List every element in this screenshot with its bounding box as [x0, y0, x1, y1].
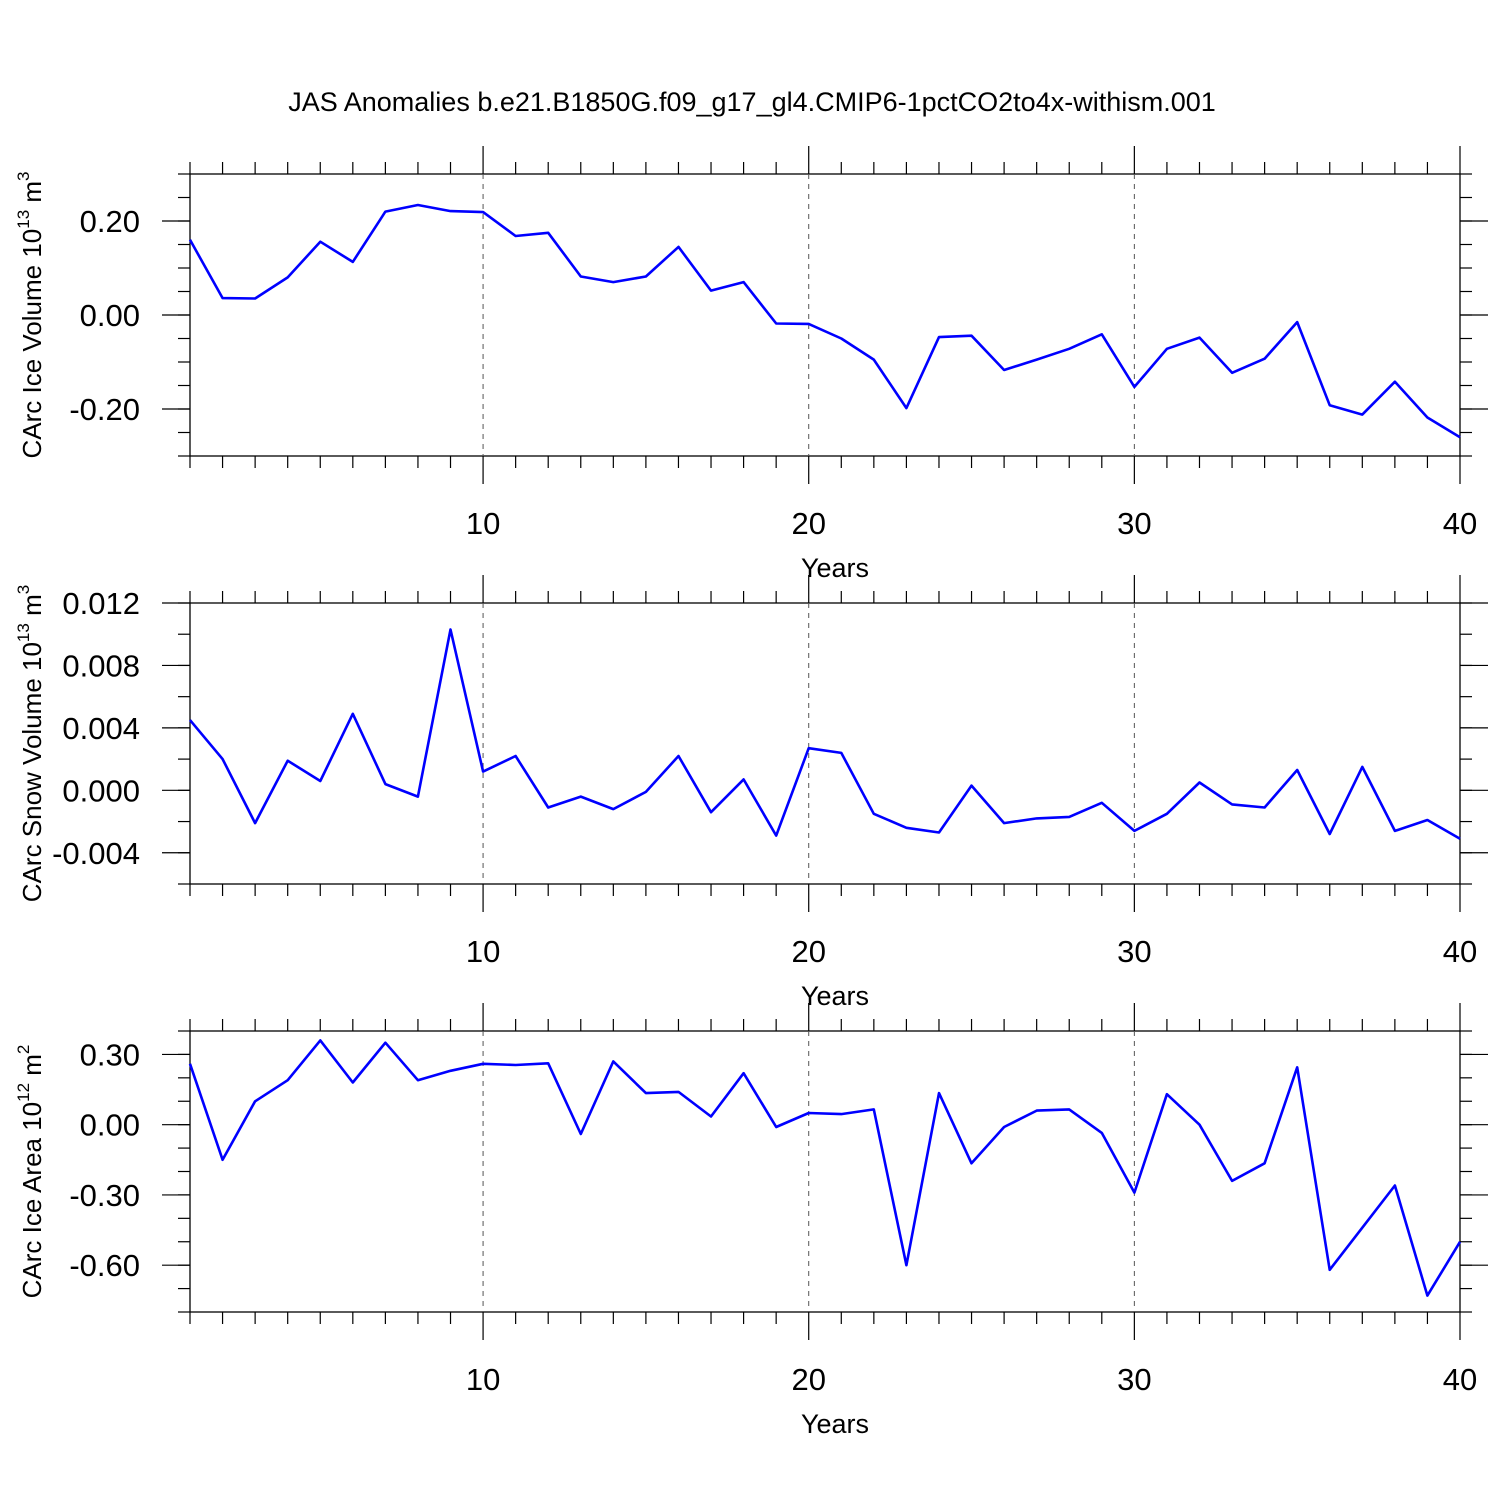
- y-axis-label-unit: m: [17, 1054, 47, 1083]
- y-tick-label: -0.30: [69, 1178, 140, 1213]
- x-tick-label: 30: [1117, 506, 1151, 541]
- y-axis-label-unit: m: [17, 594, 47, 623]
- y-axis-label-exponent: 13: [14, 210, 33, 229]
- x-tick-label: 10: [466, 934, 500, 969]
- y-tick-label: 0.00: [80, 1108, 140, 1143]
- y-tick-label: 0.008: [62, 648, 140, 683]
- x-tick-label: 40: [1443, 506, 1477, 541]
- x-tick-label: 20: [791, 1362, 825, 1397]
- y-axis-label-unit-exponent: 3: [14, 585, 33, 594]
- x-axis-label: Years: [801, 553, 869, 583]
- plot-frame: [189, 1030, 1461, 1313]
- y-tick-label: -0.004: [52, 836, 140, 871]
- panel-1: 10 20 30 40 0.20 0.00 -0.20 Years CArc Ice Volum…: [14, 146, 1488, 583]
- y-axis-label-text: CArc Ice Volume 10: [17, 229, 47, 459]
- x-tick-label: 20: [791, 506, 825, 541]
- y-tick-label: 0.20: [80, 204, 140, 239]
- y-axis-label-unit-exponent: 3: [14, 171, 33, 180]
- y-axis-label: CArc Ice Area 1012 m2: [14, 1045, 47, 1299]
- x-tick-label: 40: [1443, 1362, 1477, 1397]
- y-tick-label: -0.20: [69, 392, 140, 427]
- y-axis-label-unit-exponent: 2: [14, 1045, 33, 1054]
- x-tick-label: 10: [466, 1362, 500, 1397]
- x-tick-label: 10: [466, 506, 500, 541]
- x-tick-label: 30: [1117, 934, 1151, 969]
- y-axis-label: CArc Snow Volume 1013 m3: [14, 585, 47, 902]
- x-axis-label: Years: [801, 1409, 869, 1439]
- y-axis-label-exponent: 12: [14, 1083, 33, 1102]
- series-line: [188, 203, 1461, 439]
- panel-2: 10 20 30 40 0.012 0.008 0.004 0.000 -0.004 Years C…: [14, 575, 1488, 1011]
- y-tick-label: 0.30: [80, 1037, 140, 1072]
- chart-title: JAS Anomalies b.e21.B1850G.f09_g17_gl4.C…: [288, 87, 1216, 117]
- y-tick-label: 0.00: [80, 298, 140, 333]
- y-tick-label: 0.012: [62, 586, 140, 621]
- plot-frame: [189, 602, 1461, 885]
- x-axis-label: Years: [801, 981, 869, 1011]
- y-axis-label-text: CArc Snow Volume 10: [17, 642, 47, 902]
- y-axis-label-exponent: 13: [14, 623, 33, 642]
- plot-frame: [189, 173, 1461, 457]
- panels: 10 20 30 40 0.20 0.00 -0.20 Years CArc Ice Volum…: [14, 146, 1488, 1439]
- y-axis-label: CArc Ice Volume 1013 m3: [14, 171, 47, 458]
- y-tick-label: -0.60: [69, 1248, 140, 1283]
- y-axis-label-text: CArc Ice Area 10: [17, 1102, 47, 1299]
- y-tick-label: 0.000: [62, 773, 140, 808]
- y-axis-label-unit: m: [17, 181, 47, 210]
- panel-3: 10 20 30 40 0.30 0.00 -0.30 -0.60 Years CArc Ice …: [14, 1003, 1488, 1439]
- x-tick-label: 40: [1443, 934, 1477, 969]
- x-tick-label: 30: [1117, 1362, 1151, 1397]
- series-line: [188, 1039, 1462, 1297]
- x-tick-label: 20: [791, 934, 825, 969]
- series-line: [189, 628, 1461, 840]
- y-tick-label: 0.004: [62, 711, 140, 746]
